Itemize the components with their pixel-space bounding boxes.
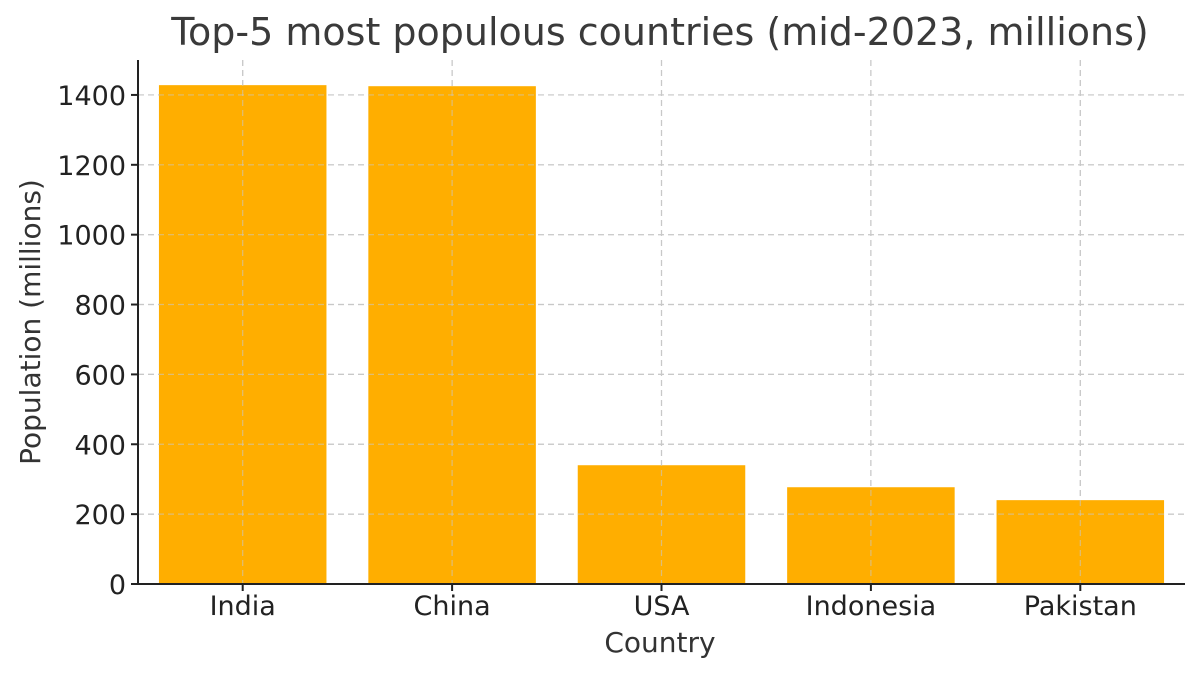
x-axis-ticks: India China USA Indonesia Pakistan	[210, 584, 1137, 622]
x-tick-label: India	[210, 591, 276, 622]
y-axis-label: Population (millions)	[14, 179, 47, 465]
y-tick-label: 1400	[57, 81, 126, 112]
x-tick-label: China	[414, 591, 491, 622]
y-tick-label: 200	[74, 500, 126, 531]
y-tick-label: 600	[74, 360, 126, 391]
x-tick-label: USA	[634, 591, 690, 622]
bars	[138, 60, 1185, 584]
y-tick-label: 800	[74, 291, 126, 322]
y-tick-label: 400	[74, 430, 126, 461]
x-tick-label: Pakistan	[1024, 591, 1137, 622]
y-axis-ticks: 0 200 400 600 800 1000 1200 1400	[57, 81, 138, 601]
y-tick-label: 0	[109, 570, 126, 601]
chart-title: Top-5 most populous countries (mid-2023,…	[170, 10, 1148, 54]
y-tick-label: 1200	[57, 151, 126, 182]
x-tick-label: Indonesia	[806, 591, 937, 622]
y-tick-label: 1000	[57, 221, 126, 252]
x-axis-label: Country	[604, 626, 715, 659]
